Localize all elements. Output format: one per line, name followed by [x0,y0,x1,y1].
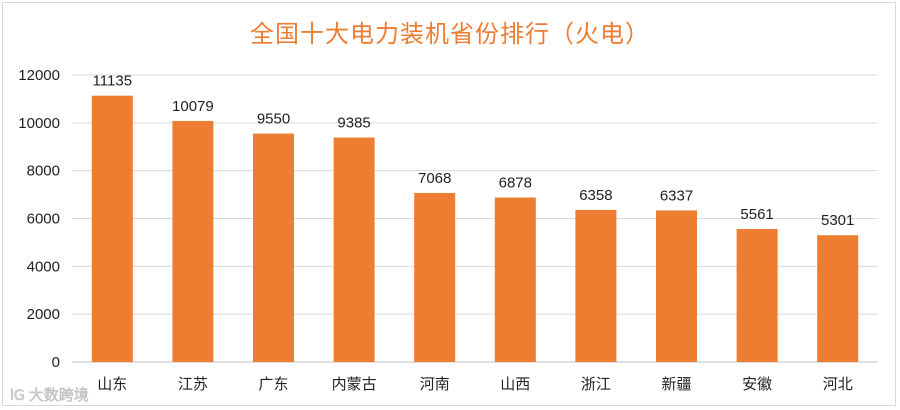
x-category-label: 山东 [97,375,127,393]
y-tick-label: 2000 [27,306,60,323]
y-tick-label: 4000 [27,258,60,275]
bar [736,228,778,362]
data-label: 6358 [579,187,612,204]
x-category-label: 河北 [823,375,853,393]
x-category-label: 河南 [420,375,450,393]
chart-title: 全国十大电力装机省份排行（火电） [250,20,650,48]
bar-layer [91,95,859,363]
bar [253,133,294,362]
x-category-label: 广东 [258,375,288,393]
y-tick-label: 12000 [18,67,60,84]
y-tick-label: 8000 [27,163,60,180]
data-label: 5561 [740,206,773,223]
watermark-logo-icon: lG [10,388,25,405]
bar [414,192,456,362]
bar [333,137,375,362]
x-category-label: 山西 [500,375,530,393]
x-category-label: 安徽 [742,375,772,393]
bar [656,210,697,362]
bar [817,235,859,362]
data-label: 6878 [499,175,532,192]
bar [91,95,133,362]
label-layer: 0 2000 4000 6000 8000 10000 12000 11135 山东 10079 江… [18,67,854,393]
data-label: 5301 [821,212,854,229]
data-label: 10079 [172,98,214,115]
x-category-label: 浙江 [581,375,611,393]
bar [494,197,536,362]
watermark-text: 大数跨境 [28,386,89,405]
y-tick-label: 10000 [18,115,60,132]
y-tick-label: 6000 [27,211,60,228]
data-label: 9385 [337,115,370,132]
data-label: 9550 [257,111,290,128]
x-category-label: 内蒙古 [332,375,377,393]
y-tick-label: 0 [52,354,60,371]
data-label: 6337 [660,187,693,204]
x-category-label: 新疆 [661,375,691,393]
watermark: lG 大数跨境 [10,384,89,405]
data-label: 11135 [93,73,133,90]
data-label: 7068 [418,170,451,187]
bar [172,120,214,363]
bar [575,209,617,362]
x-category-label: 江苏 [178,375,208,393]
